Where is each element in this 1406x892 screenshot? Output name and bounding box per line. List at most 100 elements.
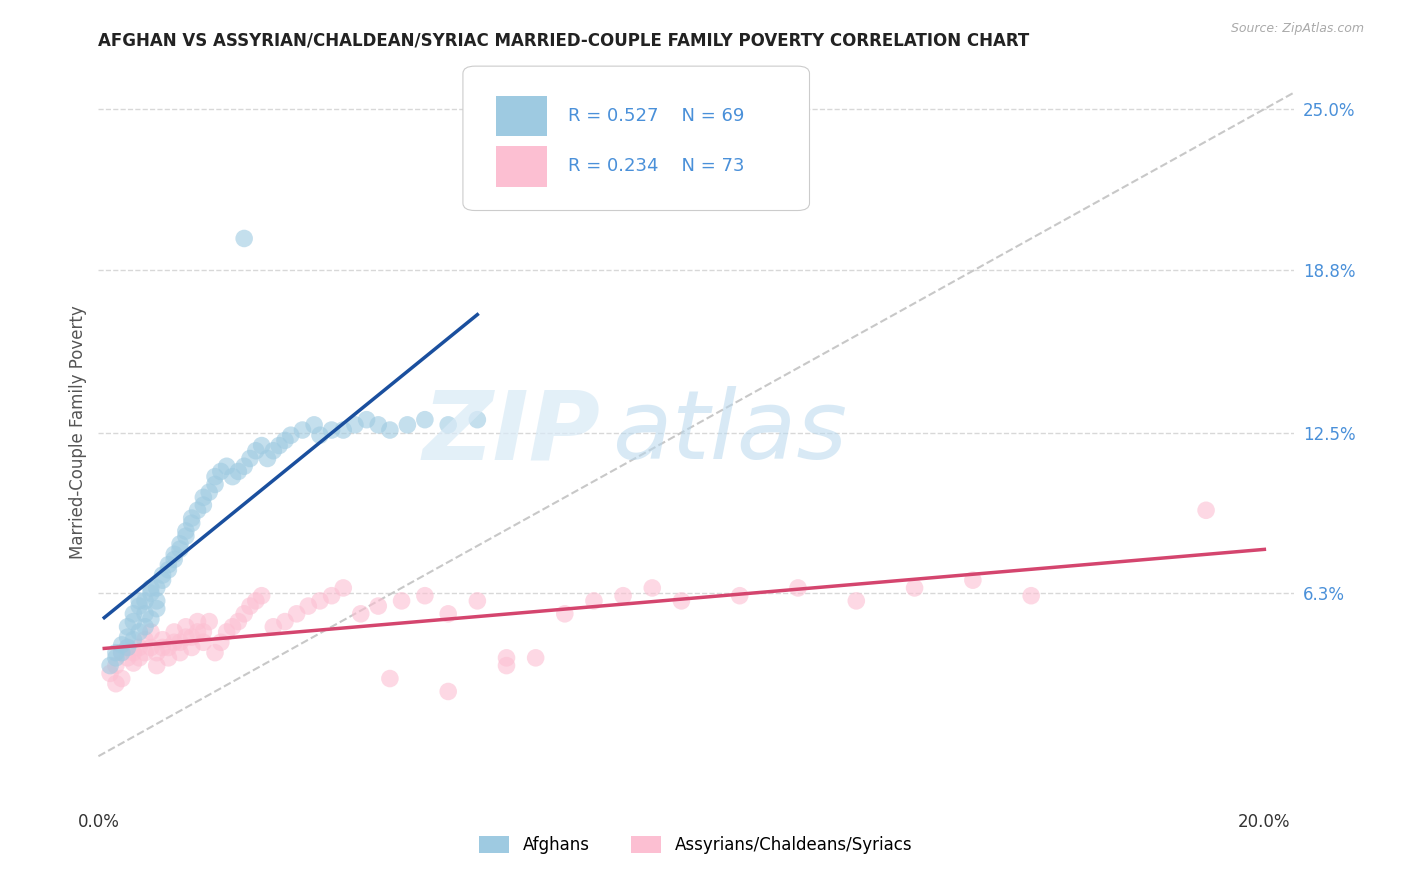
Text: AFGHAN VS ASSYRIAN/CHALDEAN/SYRIAC MARRIED-COUPLE FAMILY POVERTY CORRELATION CHA: AFGHAN VS ASSYRIAN/CHALDEAN/SYRIAC MARRI… bbox=[98, 32, 1029, 50]
Point bbox=[128, 650, 150, 665]
Point bbox=[134, 632, 156, 647]
Point bbox=[145, 581, 167, 595]
Point bbox=[122, 656, 145, 670]
Point bbox=[332, 423, 354, 437]
Point bbox=[367, 417, 389, 432]
Point bbox=[239, 451, 262, 466]
Point bbox=[367, 599, 389, 613]
Point bbox=[198, 485, 221, 500]
Point bbox=[309, 594, 332, 608]
Point bbox=[671, 594, 693, 608]
Point bbox=[204, 477, 226, 491]
Point bbox=[134, 607, 156, 621]
Point bbox=[280, 428, 302, 442]
Point bbox=[274, 615, 297, 629]
Point bbox=[193, 635, 215, 649]
Point bbox=[391, 594, 413, 608]
Point bbox=[139, 612, 162, 626]
Point bbox=[413, 589, 436, 603]
Point bbox=[111, 638, 134, 652]
Point bbox=[139, 624, 162, 639]
Point bbox=[128, 599, 150, 613]
Point bbox=[174, 630, 197, 644]
Point bbox=[117, 630, 139, 644]
Point bbox=[221, 469, 243, 483]
Point bbox=[343, 417, 366, 432]
Point bbox=[302, 417, 325, 432]
Text: atlas: atlas bbox=[613, 386, 848, 479]
Point bbox=[104, 650, 127, 665]
Point bbox=[297, 599, 319, 613]
Point bbox=[180, 516, 202, 531]
Point bbox=[157, 563, 180, 577]
Point bbox=[903, 581, 925, 595]
Point bbox=[169, 537, 191, 551]
Point bbox=[321, 589, 343, 603]
Point bbox=[122, 646, 145, 660]
Point bbox=[239, 599, 262, 613]
Point bbox=[111, 646, 134, 660]
Text: Source: ZipAtlas.com: Source: ZipAtlas.com bbox=[1230, 22, 1364, 36]
Point bbox=[145, 594, 167, 608]
Point bbox=[193, 624, 215, 639]
Point bbox=[787, 581, 810, 595]
Point bbox=[962, 573, 984, 587]
Point bbox=[134, 646, 156, 660]
Point bbox=[641, 581, 664, 595]
Point bbox=[728, 589, 751, 603]
Point bbox=[186, 615, 208, 629]
Point bbox=[169, 646, 191, 660]
Point bbox=[233, 459, 256, 474]
Point bbox=[111, 672, 134, 686]
Legend: Afghans, Assyrians/Chaldeans/Syriacs: Afghans, Assyrians/Chaldeans/Syriacs bbox=[472, 830, 920, 861]
Point bbox=[245, 443, 267, 458]
Point bbox=[233, 607, 256, 621]
Point bbox=[193, 498, 215, 512]
Text: R = 0.234    N = 73: R = 0.234 N = 73 bbox=[568, 158, 745, 176]
Point bbox=[180, 511, 202, 525]
Point bbox=[180, 630, 202, 644]
Point bbox=[98, 666, 121, 681]
Point bbox=[157, 650, 180, 665]
Point bbox=[157, 558, 180, 572]
Point bbox=[437, 684, 460, 698]
Y-axis label: Married-Couple Family Poverty: Married-Couple Family Poverty bbox=[69, 306, 87, 559]
Point bbox=[524, 650, 547, 665]
Point bbox=[122, 607, 145, 621]
Point bbox=[221, 620, 243, 634]
Point bbox=[128, 640, 150, 655]
Point bbox=[204, 646, 226, 660]
Point bbox=[612, 589, 634, 603]
Point bbox=[332, 581, 354, 595]
Point bbox=[104, 658, 127, 673]
Point bbox=[228, 615, 250, 629]
Point bbox=[163, 624, 186, 639]
Point bbox=[256, 451, 278, 466]
Point bbox=[152, 568, 174, 582]
Point bbox=[495, 658, 517, 673]
Point bbox=[117, 640, 139, 655]
Point bbox=[163, 552, 186, 566]
Point bbox=[174, 524, 197, 538]
Point bbox=[186, 503, 208, 517]
Point bbox=[117, 650, 139, 665]
Point bbox=[128, 594, 150, 608]
Point bbox=[139, 581, 162, 595]
Point bbox=[209, 635, 232, 649]
Point bbox=[233, 231, 256, 245]
Point bbox=[356, 412, 378, 426]
Point bbox=[134, 594, 156, 608]
Point bbox=[228, 465, 250, 479]
Point bbox=[98, 658, 121, 673]
Point bbox=[157, 640, 180, 655]
Point bbox=[262, 443, 284, 458]
Point bbox=[145, 646, 167, 660]
Point bbox=[180, 640, 202, 655]
Point bbox=[163, 635, 186, 649]
Point bbox=[378, 423, 401, 437]
Point bbox=[321, 423, 343, 437]
Point bbox=[122, 632, 145, 647]
Point bbox=[163, 547, 186, 561]
Point bbox=[467, 412, 489, 426]
Point bbox=[274, 434, 297, 448]
